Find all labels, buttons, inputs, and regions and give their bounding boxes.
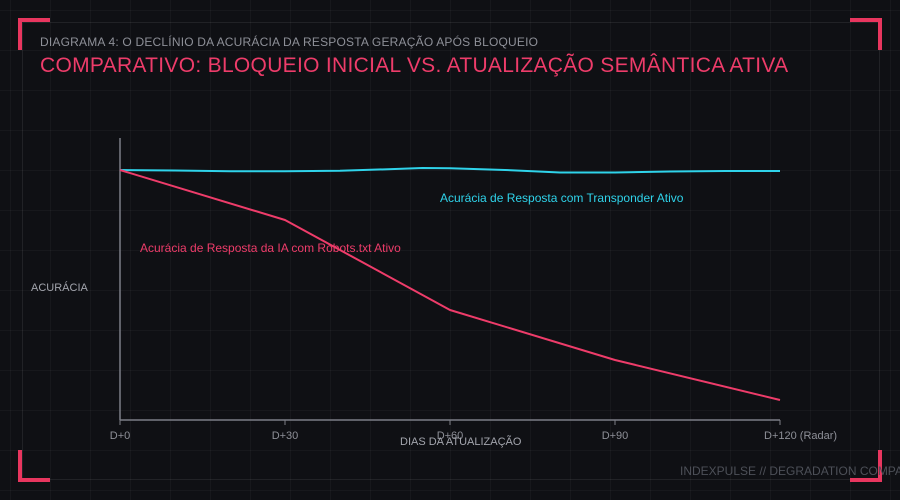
x-axis-title: DIAS DA ATUALIZAÇÃO	[400, 435, 522, 448]
corner-bracket-bottom-right	[850, 450, 882, 482]
series-line-robots	[119, 169, 781, 401]
x-tick-label: D+60	[437, 430, 464, 442]
chart-title: COMPARATIVO: BLOQUEIO INICIAL VS. ATUALI…	[40, 54, 789, 77]
chart-series: Acurácia de Resposta com Transponder Ati…	[119, 167, 781, 401]
x-tick-label: D+120 (Radar)	[764, 430, 837, 442]
series-label-transponder: Acurácia de Resposta com Transponder Ati…	[440, 191, 684, 205]
corner-bracket-top-right	[850, 18, 882, 50]
chart-axes	[119, 138, 780, 421]
corner-bracket-top-left	[18, 18, 50, 50]
x-tick-label: D+30	[272, 430, 299, 442]
x-tick-label: D+90	[602, 430, 629, 442]
chart-subtitle: DIAGRAMA 4: O DECLÍNIO DA ACURÁCIA DA RE…	[40, 35, 539, 49]
corner-bracket-bottom-left	[18, 450, 50, 482]
series-label-robots: Acurácia de Resposta da IA com Robots.tx…	[140, 241, 401, 255]
x-axis-ticks: D+0 D+30 D+60 D+90 D+120 (Radar)	[110, 420, 837, 442]
series-line-transponder	[119, 167, 780, 174]
footer-brand-text: INDEXPULSE // DEGRADATION COMPA	[680, 464, 900, 478]
x-tick-label: D+0	[110, 430, 131, 442]
chart-frame	[22, 22, 880, 480]
y-axis-title: ACURÁCIA	[31, 281, 89, 294]
